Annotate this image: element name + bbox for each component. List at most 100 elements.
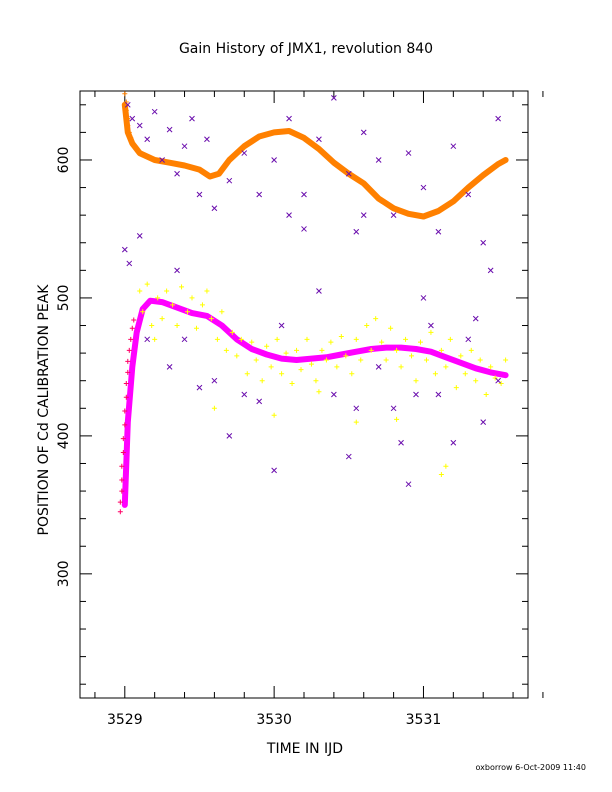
data-point [214,336,220,342]
data-point [126,260,133,267]
data-point [375,364,382,370]
data-point [185,309,191,315]
data-point [122,91,128,97]
data-point [144,336,151,343]
data-point [417,339,423,345]
data-point [253,357,259,363]
data-point [128,336,134,342]
data-point [487,267,494,274]
data-point [420,295,427,301]
data-point [229,329,235,335]
data-point [174,323,180,329]
x-tick-label: 3531 [406,712,442,728]
data-point [298,367,304,373]
data-point [126,129,132,135]
data-point [495,377,501,384]
data-point [125,122,131,128]
data-point [480,239,487,246]
data-point [373,316,379,322]
data-point [144,281,150,287]
data-point [196,384,203,391]
data-point [199,302,205,308]
data-point [488,364,494,370]
data-point [193,325,199,331]
data-point [358,357,364,363]
data-point [323,357,329,363]
data-point [503,357,509,363]
data-point [450,439,457,446]
data-point [328,339,334,345]
data-point [256,398,263,405]
data-point [313,378,319,384]
data-point [316,136,322,143]
data-point [122,408,128,414]
series-1 [121,297,509,508]
data-point [125,369,131,375]
data-point [390,405,397,412]
data-point [413,378,419,384]
data-point [268,364,274,370]
data-point [338,334,344,340]
data-point [189,295,195,301]
data-point [271,157,277,163]
series-4 [137,281,509,478]
data-point [390,212,397,219]
data-point [274,336,280,342]
data-point [122,422,128,428]
data-point [149,323,155,329]
footer-credit: oxborrow 6-Oct-2009 11:40 [476,763,586,772]
data-point [125,116,131,122]
data-point [170,302,176,308]
data-point [211,377,218,384]
data-point [353,405,360,412]
series-2 [117,317,137,515]
data-point [189,115,195,122]
data-point [375,157,382,163]
series-5 [121,95,501,488]
data-point [123,380,129,386]
data-point [492,375,498,381]
data-point [473,378,479,384]
data-point [124,101,131,108]
y-axis-label: POSITION OF Cd CALIBRATION PEAK [36,284,52,536]
data-point [405,481,412,488]
data-point [271,467,277,474]
data-point [420,184,427,191]
data-point [279,371,285,377]
data-point [405,150,412,156]
data-point [432,371,438,377]
data-point [223,347,229,353]
data-point [164,288,170,294]
data-point [241,150,248,156]
data-point [174,170,180,177]
data-point [126,347,132,353]
data-point [428,329,434,335]
data-point [128,135,134,141]
data-point [278,322,285,329]
data-point [345,170,352,177]
data-point [301,226,307,232]
data-point [120,449,126,455]
data-point [379,339,385,345]
data-point [264,343,270,349]
data-point [403,336,409,342]
data-point [226,433,233,439]
fit-curve [121,297,509,508]
data-point [144,136,151,143]
data-point [447,336,453,342]
data-point [438,347,444,353]
data-point [443,364,449,370]
data-point [368,347,374,353]
data-point [423,357,429,363]
data-point [308,361,314,367]
data-point [353,419,359,425]
data-point [477,357,483,363]
data-point [398,439,404,446]
data-point [181,143,188,150]
x-axis-label: TIME IN IJD [266,741,343,757]
data-point [219,309,225,315]
data-point [398,364,404,370]
data-point [294,347,300,353]
data-point [151,108,158,115]
